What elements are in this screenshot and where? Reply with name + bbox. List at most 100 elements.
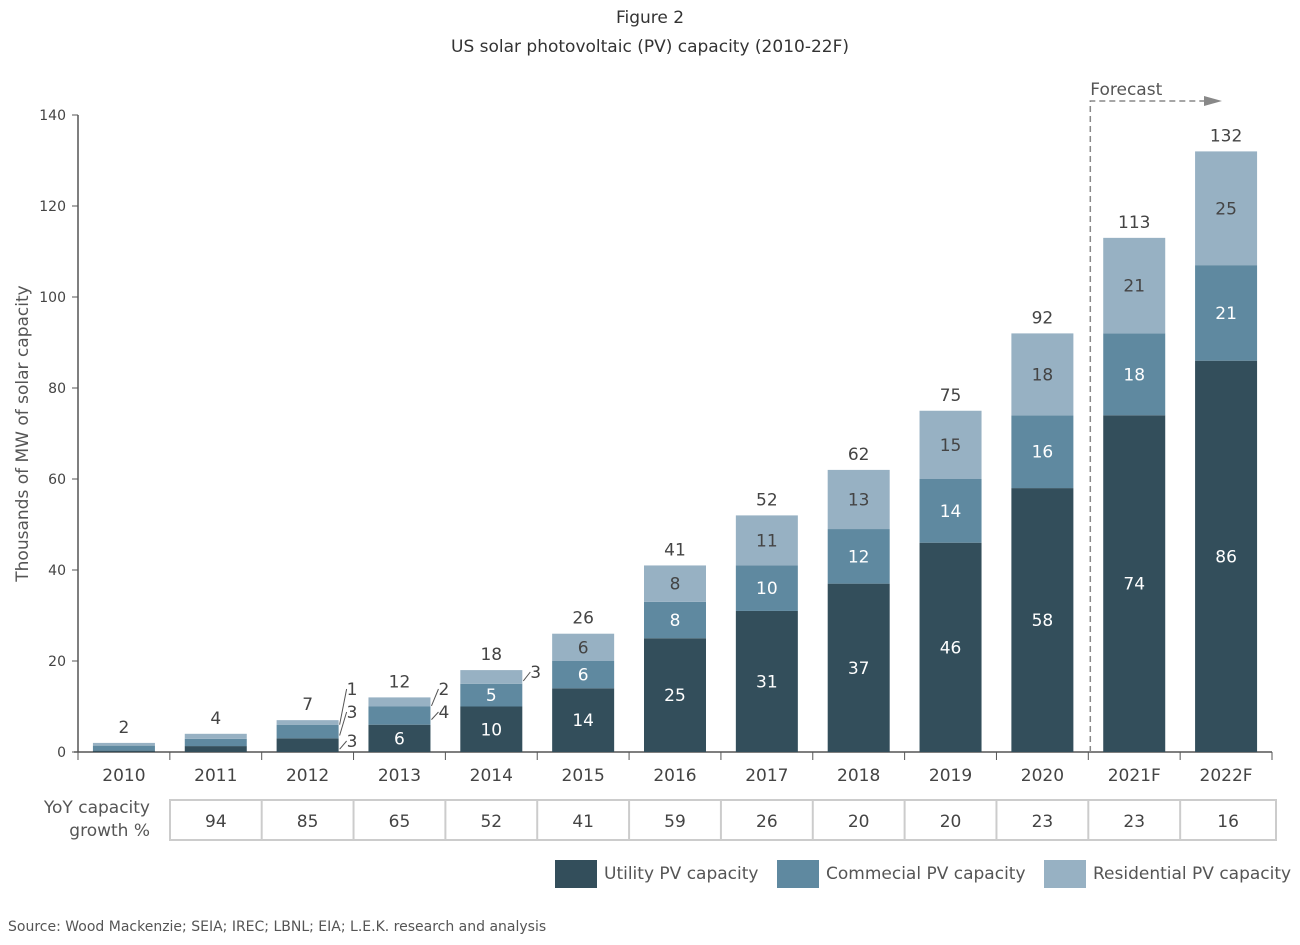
yoy-table [169, 799, 1277, 841]
segment-label: 6 [578, 666, 589, 686]
segment-label: 4 [438, 703, 449, 723]
bar-segment [1103, 237, 1166, 334]
y-axis-label: Thousands of MW of solar capacity [13, 285, 33, 582]
total-label: 62 [848, 445, 870, 465]
legend-label-utility: Utility PV capacity [604, 864, 759, 884]
bar-segment [552, 661, 615, 689]
segment-label: 8 [670, 611, 681, 631]
bar-segment [552, 688, 615, 752]
segment-label: 74 [1123, 575, 1145, 595]
legend-swatch-commercial [777, 860, 819, 888]
segment-label: 3 [347, 732, 358, 752]
segment-label: 1 [347, 680, 358, 700]
total-label: 75 [940, 386, 962, 406]
x-tick-label: 2013 [378, 766, 421, 786]
segment-label: 37 [848, 659, 870, 679]
yoy-value: 23 [1032, 812, 1054, 832]
yoy-value: 41 [572, 812, 594, 832]
bar-segment [919, 542, 982, 752]
total-label: 2 [119, 718, 130, 738]
yoy-label-line2: growth % [69, 821, 150, 841]
bar-segment [827, 469, 890, 530]
segment-label: 6 [394, 729, 405, 749]
bar-segment [827, 583, 890, 752]
x-tick-label: 2011 [194, 766, 237, 786]
leader-line [522, 671, 531, 682]
y-tick-label: 60 [48, 472, 66, 488]
segment-label: 3 [530, 663, 541, 683]
bar-segment [644, 565, 706, 602]
legend-swatch-residential [1044, 860, 1086, 888]
y-tick-label: 0 [57, 745, 66, 761]
bar-segment [1195, 265, 1258, 361]
total-label: 12 [389, 672, 411, 692]
yoy-value: 20 [940, 812, 962, 832]
bar-segment [1195, 360, 1258, 752]
bar-segment [552, 633, 615, 661]
bar-segment [1011, 333, 1074, 416]
bar-segment [919, 410, 982, 479]
bar-segment [1011, 415, 1074, 489]
leader-line [339, 740, 347, 750]
total-label: 52 [756, 490, 778, 510]
total-label: 7 [302, 695, 313, 715]
x-tick-label: 2012 [286, 766, 329, 786]
segment-label: 58 [1032, 611, 1054, 631]
segment-label: 5 [486, 686, 497, 706]
bar-segment [1103, 415, 1166, 752]
segment-label: 15 [940, 436, 962, 456]
legend-utility: Utility PV capacity [555, 860, 758, 888]
yoy-label-line1: YoY capacity [43, 798, 150, 818]
total-label: 4 [210, 709, 221, 729]
y-tick-label: 80 [48, 381, 66, 397]
bar-segment [368, 706, 431, 725]
total-label: 113 [1118, 213, 1150, 233]
yoy-value: 26 [756, 812, 778, 832]
yoy-value: 65 [389, 812, 411, 832]
bar-segment [276, 738, 339, 752]
total-label: 132 [1210, 126, 1242, 146]
segment-label: 86 [1215, 547, 1237, 567]
forecast-label: Forecast [1090, 80, 1162, 100]
chart-title: US solar photovoltaic (PV) capacity (201… [451, 37, 849, 57]
x-tick-label: 2020 [1021, 766, 1064, 786]
bar-segment [460, 670, 523, 684]
segment-label: 25 [1215, 199, 1237, 219]
segment-label: 21 [1215, 304, 1237, 324]
y-tick-label: 20 [48, 654, 66, 670]
y-tick-label: 100 [39, 290, 66, 306]
x-tick-label: 2022F [1200, 766, 1253, 786]
x-tick-label: 2019 [929, 766, 972, 786]
yoy-value: 94 [205, 812, 227, 832]
x-tick-label: 2015 [562, 766, 605, 786]
leader-line [430, 688, 439, 707]
segment-label: 8 [670, 575, 681, 595]
segment-label: 11 [756, 531, 778, 551]
segment-label: 13 [848, 490, 870, 510]
segment-label: 6 [578, 638, 589, 658]
yoy-label: YoY capacity growth % [20, 797, 150, 843]
y-tick-label: 120 [39, 199, 66, 215]
segment-label: 16 [1032, 443, 1054, 463]
bar-segment [1195, 151, 1258, 266]
segment-label: 10 [480, 720, 502, 740]
legend-commercial: Commecial PV capacity [777, 860, 1026, 888]
x-tick-label: 2017 [745, 766, 788, 786]
bar-segment [1103, 333, 1166, 416]
bar-segment [184, 738, 247, 747]
segment-label: 3 [347, 703, 358, 723]
bar-segment [184, 746, 247, 752]
bar-segment [1011, 488, 1074, 752]
segment-label: 14 [940, 502, 962, 522]
bar-segment [92, 750, 155, 752]
total-label: 92 [1032, 308, 1054, 328]
x-tick-label: 2016 [653, 766, 696, 786]
total-label: 41 [664, 540, 686, 560]
bar-segment [92, 745, 155, 751]
legend-label-residential: Residential PV capacity [1093, 864, 1292, 884]
yoy-value: 59 [664, 812, 686, 832]
y-tick-label: 140 [39, 108, 66, 124]
segment-label: 14 [572, 711, 594, 731]
segment-label: 18 [1032, 365, 1054, 385]
bar-segment [276, 724, 339, 739]
